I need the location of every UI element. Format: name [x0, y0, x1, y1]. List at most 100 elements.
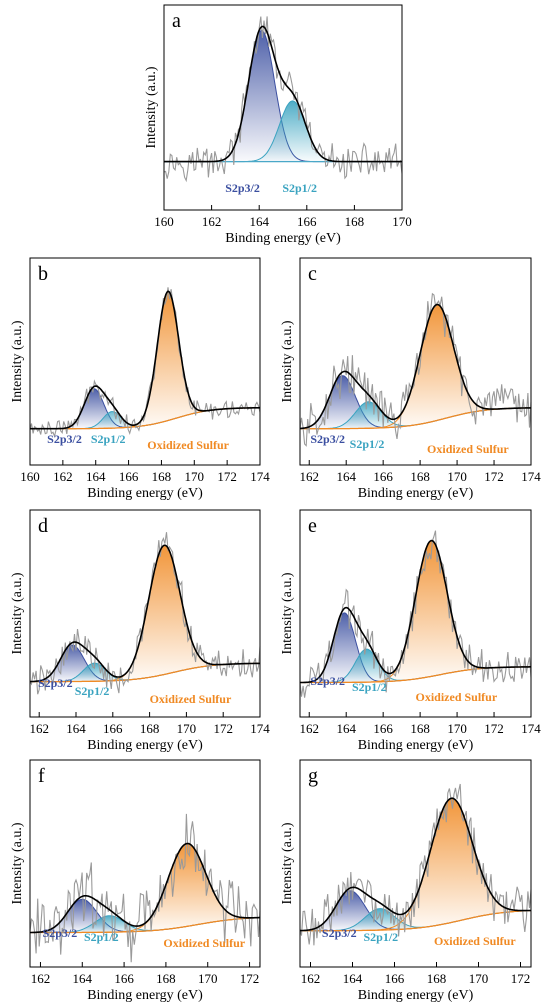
x-tick-label: 160: [154, 214, 174, 229]
plot-frame: [299, 509, 532, 718]
label-oxidized-sulfur: Oxidized Sulfur: [147, 438, 229, 452]
label-s2p32: S2p3/2: [322, 926, 357, 940]
fitted-envelope: [300, 539, 531, 684]
x-tick-label: 170: [447, 721, 467, 736]
x-tick-label: 166: [373, 721, 393, 736]
x-tick-label: 172: [240, 971, 260, 986]
fitted-envelope: [299, 303, 531, 430]
label-s2p32: S2p3/2: [225, 181, 260, 195]
y-axis-label: Intensity (a.u.): [280, 572, 295, 654]
label-s2p32: S2p3/2: [47, 432, 82, 446]
background-line: [300, 909, 532, 932]
x-tick-label: 172: [484, 469, 504, 484]
peak-fill-oxidized: [300, 304, 531, 429]
x-tick-label: 168: [156, 971, 176, 986]
y-axis-label: Intensity (a.u.): [280, 320, 295, 402]
label-s2p12: S2p1/2: [84, 930, 119, 944]
x-tick-label: 164: [66, 721, 86, 736]
x-tick-label: 166: [103, 721, 123, 736]
x-tick-label: 166: [373, 469, 393, 484]
plot-frame: [29, 509, 261, 718]
x-tick-label: 174: [250, 469, 270, 484]
x-axis-label: Binding energy (eV): [87, 738, 203, 753]
fitted-envelope: [300, 797, 531, 932]
label-s2p12: S2p1/2: [352, 680, 387, 694]
x-tick-label: 164: [249, 214, 269, 229]
panel-letter: c: [308, 263, 317, 285]
peak-fill-s2p12: [30, 663, 260, 682]
plot-frame: [299, 257, 532, 466]
plot-frame: [299, 759, 532, 968]
raw-spectrum: [299, 292, 532, 447]
fitted-envelope: [30, 842, 260, 934]
x-tick-label: 166: [114, 971, 134, 986]
x-tick-label: 162: [29, 721, 49, 736]
plot-frame: [29, 759, 261, 968]
x-tick-label: 170: [392, 214, 412, 229]
peak-fill-s2p32: [30, 899, 260, 933]
x-tick-label: 174: [521, 721, 541, 736]
x-tick-label: 164: [343, 971, 363, 986]
label-s2p12: S2p1/2: [91, 432, 126, 446]
label-s2p12: S2p1/2: [75, 684, 110, 698]
x-tick-label: 168: [410, 721, 430, 736]
x-tick-label: 162: [53, 469, 73, 484]
x-tick-label: 168: [345, 214, 365, 229]
x-tick-label: 172: [213, 721, 233, 736]
panel-g: 162 164 166 168 170 172 g Binding energy (eV) In…: [280, 759, 532, 1003]
x-axis-label: Binding energy (eV): [358, 988, 474, 1003]
y-axis-label: Intensity (a.u.): [280, 822, 295, 904]
peak-fill-oxidized: [30, 545, 260, 682]
x-axis-label: Binding energy (eV): [358, 486, 474, 501]
panel-letter: d: [38, 515, 48, 537]
x-tick-label: 168: [140, 721, 160, 736]
label-oxidized-sulfur: Oxidized Sulfur: [163, 936, 245, 950]
panel-e: 162 164 166 168 170 172 174 e Binding energy (eV…: [280, 509, 541, 753]
label-s2p32: S2p3/2: [38, 676, 73, 690]
x-tick-label: 164: [86, 469, 106, 484]
y-axis-label: Intensity (a.u.): [10, 572, 25, 654]
fitted-envelope: [164, 25, 402, 163]
plot-frame: [163, 4, 403, 211]
fitted-envelope: [29, 544, 260, 683]
x-tick-label: 162: [202, 214, 222, 229]
y-axis-label: Intensity (a.u.): [10, 822, 25, 904]
background-line: [30, 916, 261, 934]
x-tick-label: 164: [73, 971, 93, 986]
x-tick-label: 162: [31, 971, 51, 986]
label-s2p12: S2p1/2: [282, 181, 317, 195]
x-axis-label: Binding energy (eV): [87, 988, 203, 1003]
y-axis-label: Intensity (a.u.): [144, 66, 159, 148]
peak-fill-s2p12: [300, 649, 531, 683]
x-axis-label: Binding energy (eV): [225, 231, 341, 246]
peak-fill-s2p12: [30, 915, 260, 933]
panel-letter: f: [38, 765, 45, 787]
x-tick-label: 168: [427, 971, 447, 986]
x-tick-label: 174: [521, 469, 541, 484]
peak-fill-s2p12: [300, 401, 531, 429]
panel-a: 160 162 164 166 168 170 a Binding energy (eV) In…: [144, 4, 412, 246]
x-tick-label: 162: [299, 469, 319, 484]
label-s2p32: S2p3/2: [310, 674, 345, 688]
label-oxidized-sulfur: Oxidized Sulfur: [427, 442, 509, 456]
panel-d: 162 164 166 168 170 172 174 d Binding energy (eV…: [10, 509, 270, 753]
panel-b: 160 162 164 166 168 170 172 174 b Binding energy …: [10, 257, 270, 501]
x-tick-label: 170: [469, 971, 489, 986]
x-tick-label: 166: [385, 971, 405, 986]
raw-spectrum: [29, 532, 261, 695]
panel-letter: b: [38, 263, 48, 285]
x-axis-label: Binding energy (eV): [87, 486, 203, 501]
x-tick-label: 166: [297, 214, 317, 229]
plot-frame: [29, 257, 261, 466]
label-oxidized-sulfur: Oxidized Sulfur: [150, 692, 232, 706]
x-tick-label: 174: [250, 721, 270, 736]
x-tick-label: 166: [119, 469, 139, 484]
raw-spectrum: [29, 813, 261, 963]
panel-letter: a: [172, 10, 181, 32]
peak-fill-s2p12: [164, 100, 402, 162]
x-tick-label: 164: [336, 721, 356, 736]
peak-fill-s2p32: [300, 890, 531, 931]
x-axis-label: Binding energy (eV): [358, 738, 474, 753]
panel-f: 162 164 166 168 170 172 f Binding energy (eV) In…: [10, 759, 261, 1003]
